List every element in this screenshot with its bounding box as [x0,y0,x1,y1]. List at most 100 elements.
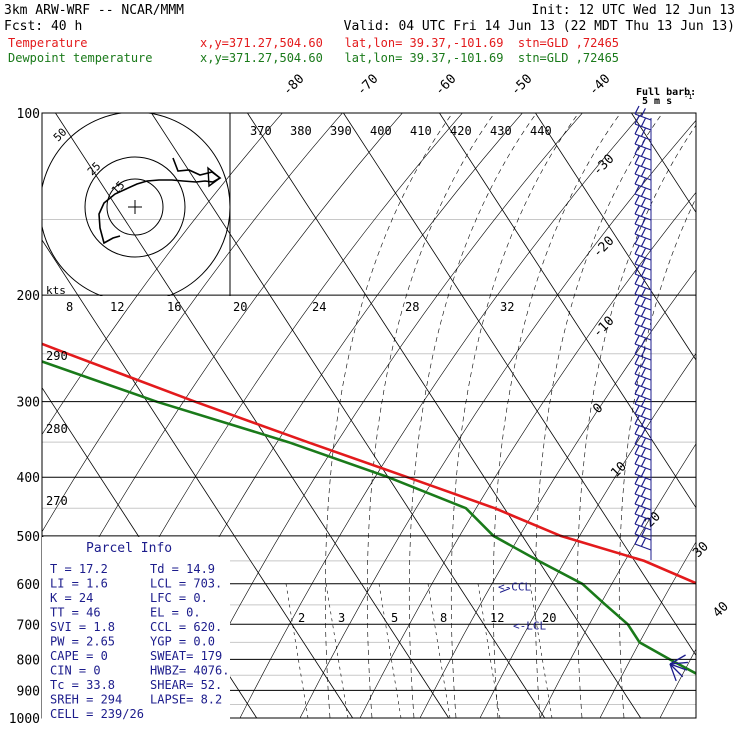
wind-barb-staff [634,233,652,241]
parcel-info-value: Td = 14.9 [150,562,215,576]
wind-barb-flag [640,388,646,397]
wind-barb-flag [640,338,646,347]
wind-barb-staff [634,403,652,411]
wind-barb-flag [634,425,640,435]
wind-barb [634,225,652,241]
wind-barb [634,105,652,121]
wind-barb-flag [634,515,640,525]
wind-barb-flag [640,158,646,167]
wind-barb [634,255,652,271]
dry-adiabat [179,113,583,719]
isotherm-line [42,239,354,719]
wind-barb [634,375,652,391]
isotherm-tick-label: 40 [710,599,732,621]
wind-barb [634,425,652,441]
wind-barb-flag [634,535,640,545]
wind-barb-flag [640,518,646,527]
wind-barb-flag [634,285,640,295]
wind-barb [634,405,652,421]
wind-barb-staff [634,343,652,351]
wind-barb-flag [640,118,646,127]
dry-adiabat [359,191,696,719]
wind-barb-flag [634,125,640,135]
wind-barb-flag [640,418,646,427]
wind-barb-staff [634,193,652,201]
wind-barb-flag [634,275,640,285]
wind-barb-staff [634,393,652,401]
isotherm-line [55,113,450,719]
wind-barb-staff [634,303,652,311]
wind-barb-staff [634,473,652,481]
speed-tick-label: 16 [167,300,181,314]
wind-barb-flag [640,278,646,287]
wind-barb-flag [634,195,640,205]
wind-barb-flag [640,348,646,357]
wind-legend-line2: 5 m s [642,96,672,107]
hodograph-trace [98,157,222,245]
wind-barb-flag [640,188,646,197]
parcel-info-label: SVI = 1.8 [50,620,115,634]
wind-barb-staff [634,313,652,321]
wind-barb-flag [634,475,640,485]
wind-barb-staff [634,283,652,291]
wind-barb [634,275,652,291]
wind-barb-flag [634,395,640,405]
wind-barb-flag [634,525,640,535]
isotherm-line [439,113,696,509]
wind-barb-flag [634,415,640,425]
wind-barb-staff [634,483,652,491]
wind-barb [634,385,652,401]
pressure-tick-label: 800 [17,653,40,668]
wind-barb [634,125,652,141]
wind-barb-flag [634,505,640,515]
wind-barb-flag [634,405,640,415]
dry-adiabat [599,541,696,719]
wind-barb-staff [634,123,652,131]
theta-side-label: 280 [46,422,68,436]
mixing-ratio-line [529,583,553,719]
mixing-ratio-line [378,583,402,719]
wind-barb-low [669,663,684,678]
wind-barb-low [669,663,677,682]
wind-legend-line1: Full barb: [636,87,696,98]
dewpoint-legend-info: x,y=371.27,504.60 lat,lon= 39.37,-101.69… [200,51,619,65]
wind-barb-low [669,661,688,665]
parcel-info-label: Tc = 33.8 [50,678,115,692]
wind-barb-staff [634,523,652,531]
dry-adiabat [539,443,696,719]
moist-adiabat [534,113,664,719]
hodograph-units: kts [46,284,66,297]
wind-barb [634,445,652,461]
wind-barb [634,395,652,411]
moist-adiabat [492,113,622,719]
wind-barb [634,415,652,431]
hodograph-ring [106,178,164,236]
parcel-info-label: PW = 2.65 [50,635,115,649]
dry-adiabat [239,113,643,719]
wind-barb-staff [634,113,652,121]
wind-barb-staff [634,543,652,551]
speed-tick-label: 28 [405,300,419,314]
wind-barb [634,505,652,521]
moist-adiabat [366,113,496,719]
theta-side-label: 270 [46,494,68,508]
wind-barb-staff [634,173,652,181]
isotherm-line [151,113,546,719]
wind-barb-flag [640,538,646,547]
wind-barb [634,495,652,511]
moist-adiabat [450,113,580,719]
pressure-tick-label: 1000 [9,712,40,727]
parcel-info-label: T = 17.2 [50,562,108,576]
wind-barb [634,135,652,151]
wind-barb-flag [640,398,646,407]
speed-tick-label: 8 [66,300,73,314]
wind-barb-flag [634,365,640,375]
wind-barb-staff [634,463,652,471]
wind-barb [634,475,652,491]
mixing-ratio-line [427,583,451,719]
wind-barb-flag [640,108,646,117]
wind-barb-staff [634,323,652,331]
isotherm-tick-label: -80 [280,72,307,99]
wind-barb-flag [634,295,640,305]
dewpoint-legend-label: Dewpoint temperature [8,51,153,65]
